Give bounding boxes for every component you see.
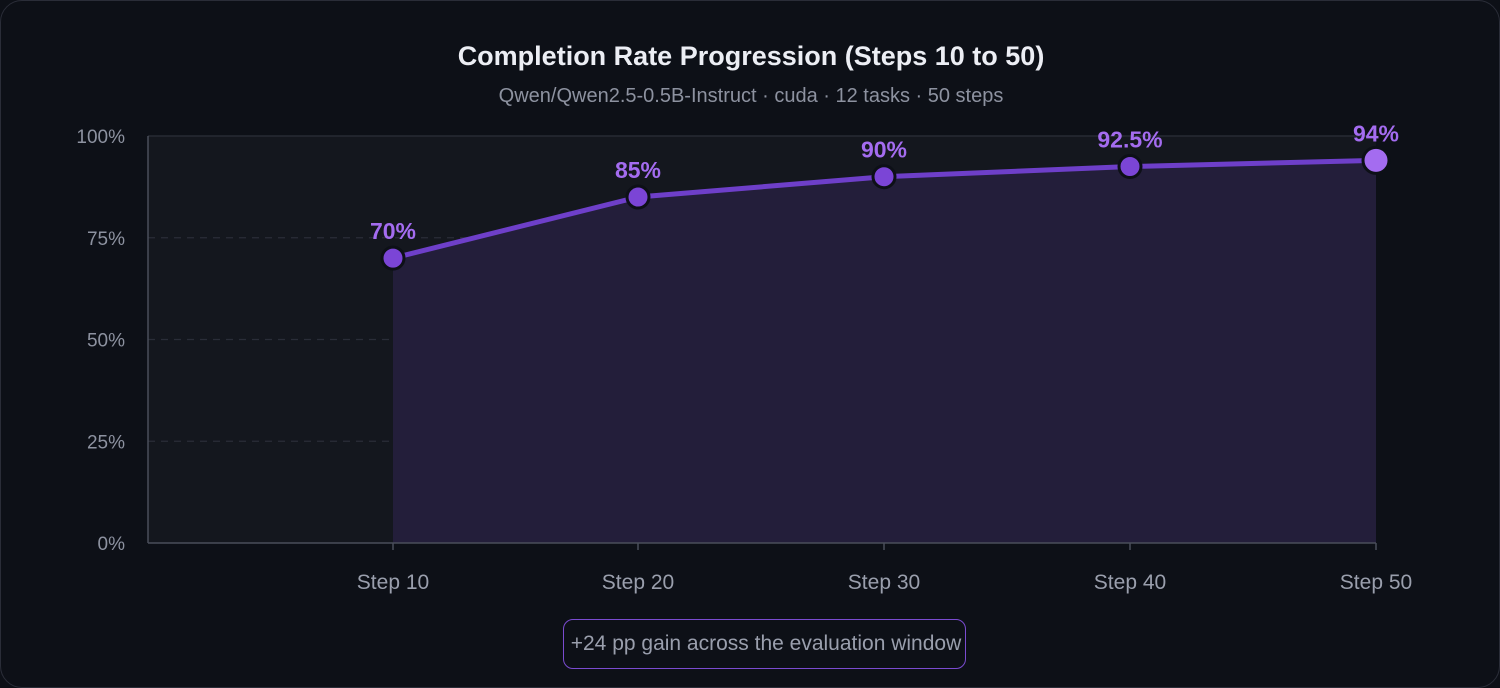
data-point	[1361, 145, 1391, 175]
x-tick-label: Step 20	[602, 571, 674, 594]
y-tick-label: 0%	[98, 534, 126, 555]
annotation-text: +24 pp gain across the evaluation window	[570, 632, 962, 655]
x-tick-label: Step 50	[1340, 571, 1412, 594]
x-tick-label: Step 10	[357, 571, 429, 594]
y-tick-label: 25%	[87, 432, 125, 453]
data-label: 85%	[615, 157, 661, 183]
data-point	[1117, 154, 1143, 180]
data-point	[380, 245, 406, 271]
x-tick-label: Step 40	[1094, 571, 1166, 594]
y-tick-label: 75%	[87, 229, 125, 250]
area-fill	[393, 160, 1376, 544]
data-label: 90%	[861, 137, 907, 163]
y-axis-ticks: 0% 25% 50% 75% 100%	[76, 127, 125, 555]
chart-title: Completion Rate Progression (Steps 10 to…	[457, 41, 1045, 71]
y-tick-label: 100%	[76, 127, 125, 148]
data-label: 92.5%	[1097, 127, 1162, 153]
data-points	[380, 145, 1391, 271]
chart-subtitle: Qwen/Qwen2.5-0.5B-Instruct · cuda · 12 t…	[498, 85, 1004, 107]
x-axis-ticks: Step 10 Step 20 Step 30 Step 40 Step 50	[357, 543, 1412, 594]
data-point	[625, 184, 651, 210]
data-label: 94%	[1353, 120, 1399, 146]
data-labels: 70% 85% 90% 92.5% 94%	[370, 120, 1399, 244]
data-point	[871, 164, 897, 190]
x-tick-label: Step 30	[848, 571, 920, 594]
axes	[147, 136, 1376, 544]
data-label: 70%	[370, 218, 416, 244]
y-tick-label: 50%	[87, 331, 125, 352]
annotation-box	[563, 619, 966, 669]
